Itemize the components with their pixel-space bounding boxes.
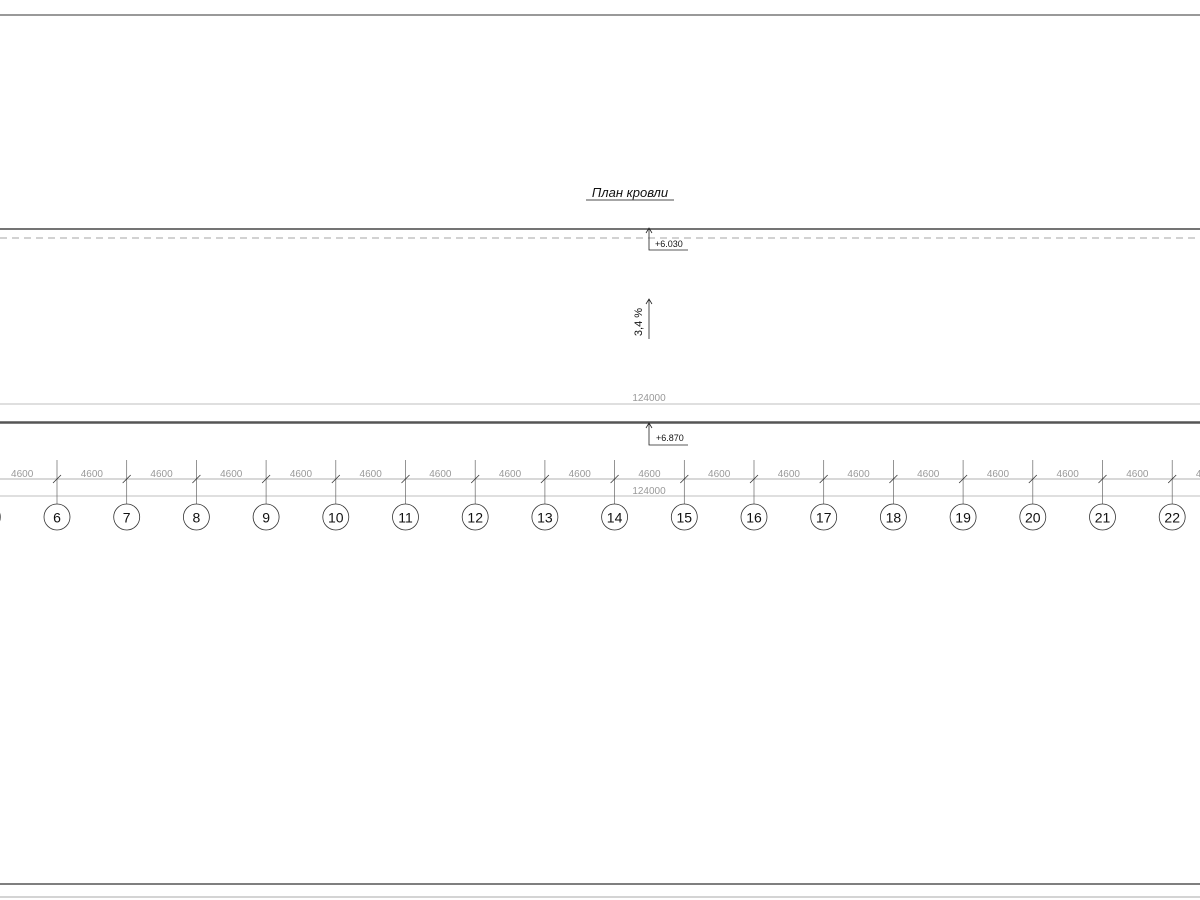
axis-bubble [1089,503,1116,531]
axis-label: 20 [1025,510,1041,526]
bay-dimension-text: 4600 [917,469,940,480]
dimension-tick [540,474,550,484]
axis-label: 10 [328,510,344,526]
bay-dimension-text: 4600 [847,469,870,480]
level-top-text: +6.030 [655,239,683,249]
drawing-title: План кровли [592,185,668,200]
dimension-tick [401,474,410,484]
bay-dimension-text: 4600 [220,469,243,480]
dimension-tick [331,474,341,484]
axis-bubble [392,503,419,531]
bay-dimension-text: 4600 [150,469,173,480]
axis-label: 9 [262,510,270,526]
axis-bubble [43,503,71,531]
axis-label: 22 [1164,510,1180,526]
level-mark-bottom: +6.870 [645,422,688,446]
dimension-tick [889,474,898,484]
axis-bubble [880,503,907,531]
slope-mark: 3,4 % [633,298,653,339]
bay-dimension-text: 4600 [81,469,104,480]
dimension-tick [192,474,201,484]
dimension-tick [470,474,480,484]
bay-dimension-text: 4600 [360,469,383,480]
level-mark-top: +6.030 [645,227,688,251]
axis-label: 6 [53,510,61,526]
axis-label: 7 [123,510,131,526]
bay-dimension-text: 4600 [499,469,522,480]
overall-dimension-text: 124000 [632,393,666,404]
axis-bubble [461,503,489,531]
axes-dimension-text: 124000 [632,486,666,497]
axis-bubble [531,503,559,531]
axis-label: 16 [746,510,762,526]
axis-label: 18 [886,510,902,526]
axis-bubble [1019,503,1047,531]
dimension-tick [52,474,62,484]
axis-bubble [810,503,838,531]
axis-bubble [113,503,141,531]
axis-label: 14 [607,510,623,526]
dimension-tick [749,474,759,484]
bay-dimension-text: 4600 [1126,469,1149,480]
bay-dimension-text: 4600 [429,469,452,480]
axis-label: 11 [398,510,413,526]
bay-dimension-text: 4600 [638,469,661,480]
bay-dimension-text: 4600 [1057,469,1080,480]
bay-dimension-text: 4600 [11,469,34,480]
axis-bubble [670,503,698,531]
bay-dimension-text: 4600 [569,469,592,480]
bay-dimension-text: 4600 [778,469,801,480]
level-bottom-text: +6.870 [656,433,684,443]
dimension-tick [1028,474,1038,484]
dimension-tick [1167,474,1177,484]
axis-label: 8 [193,510,201,526]
dimension-tick [122,474,131,484]
axis-bubble [601,503,628,531]
axis-bubble [740,503,768,531]
dimension-tick [819,474,828,484]
dimension-tick [261,474,271,484]
bay-dimension-text: 4600 [987,469,1010,480]
grid-axes: 5460064600746008460094600104600114600124… [0,460,1200,531]
axis-label: 13 [537,510,553,526]
dimension-tick [1098,474,1107,484]
dimension-tick [680,474,689,484]
dimension-tick [610,474,619,484]
axis-bubble [182,503,210,531]
axis-label: 12 [467,510,483,526]
axis-label: 15 [677,510,693,526]
axis-bubble [1158,503,1186,531]
bay-dimension-text: 4600 [290,469,313,480]
axis-bubble [949,503,977,531]
axis-bubble [252,503,280,531]
bay-dimension-text: 4600 [708,469,731,480]
axis-bubble [322,503,350,531]
slope-text: 3,4 % [633,308,645,336]
dimension-tick [958,474,968,484]
axis-label: 21 [1095,510,1111,526]
axis-label: 17 [816,510,832,526]
bay-dimension-text: 4600 [1196,469,1200,480]
axis-label: 19 [955,510,971,526]
